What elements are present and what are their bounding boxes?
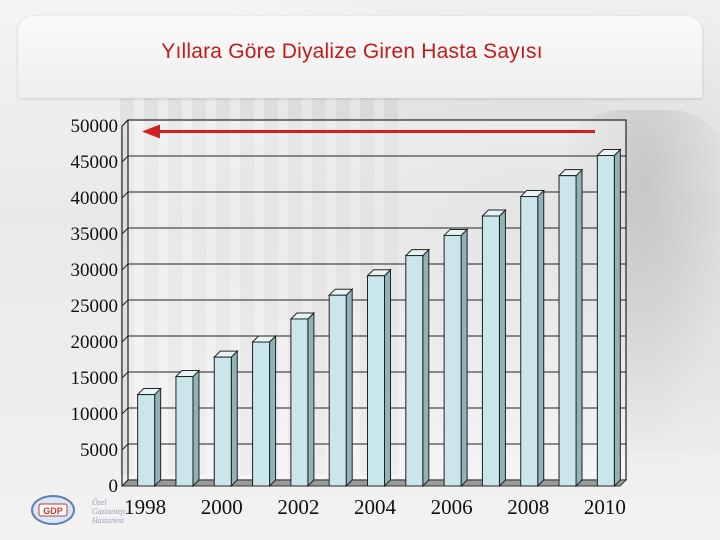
- bar-2004: [366, 268, 392, 488]
- gridline-side: [121, 335, 129, 343]
- x-tick-label: 1998: [124, 495, 166, 519]
- person-image: [560, 110, 720, 450]
- x-tick-label: 2008: [507, 495, 549, 519]
- y-tick-label: 10000: [71, 404, 119, 425]
- bar-2008: [519, 189, 545, 488]
- y-tick-label: 15000: [71, 368, 119, 389]
- bar-1998: [136, 387, 162, 488]
- bar-2006: [442, 228, 469, 488]
- x-tick-label: 2000: [201, 495, 243, 519]
- x-tick-label: 2004: [354, 495, 397, 519]
- arrow-head: [142, 124, 160, 139]
- logo-caption-line: Özel: [92, 498, 107, 507]
- bar-side: [422, 248, 430, 488]
- bar-front: [596, 155, 615, 487]
- bar-front: [405, 255, 424, 487]
- y-tick-label: 30000: [71, 260, 119, 281]
- gridline-side: [121, 443, 129, 451]
- bar-2007: [481, 208, 507, 488]
- bar-side: [230, 349, 238, 488]
- gridline-side: [121, 227, 129, 235]
- logo-mark: GDP: [43, 506, 63, 516]
- trend-arrow: [142, 124, 595, 139]
- gridline-side: [121, 263, 129, 271]
- bar-side: [154, 387, 162, 488]
- bar-2001: [251, 334, 277, 488]
- bar-side: [460, 228, 468, 488]
- gridline-side: [121, 371, 129, 379]
- bar-2003: [327, 287, 354, 488]
- bar-front: [481, 215, 500, 487]
- gridline-side: [121, 407, 129, 415]
- y-tick-label: 20000: [71, 332, 119, 353]
- bar-2010: [596, 148, 622, 488]
- bar-side: [269, 334, 277, 488]
- logo-caption: Özel Gaziantep Hastanesi: [92, 498, 187, 525]
- bar-side: [384, 268, 391, 488]
- bar-front: [137, 394, 156, 487]
- slide-title: Yıllara Göre Diyalize Giren Hasta Sayısı: [161, 40, 543, 63]
- bar-front: [367, 275, 385, 487]
- bar-front: [328, 294, 347, 487]
- x-axis-ticks: 1998 2000 2002 2004 2006 2008 2010: [124, 495, 626, 519]
- bar-front: [520, 196, 539, 487]
- bar-front: [558, 175, 577, 487]
- bar-side: [498, 208, 506, 488]
- x-tick-label: 2006: [431, 495, 473, 519]
- y-tick-label: 25000: [71, 296, 119, 317]
- bar-2005: [404, 248, 431, 488]
- bar-front: [175, 376, 194, 487]
- bar-side: [192, 369, 200, 488]
- gridline-side: [121, 155, 129, 163]
- bar-side: [307, 311, 315, 488]
- bar-side: [537, 189, 545, 488]
- bar-side: [613, 148, 621, 488]
- hospital-logo-icon: GDP: [31, 495, 75, 525]
- x-tick-label: 2002: [277, 495, 319, 519]
- bar-2002: [289, 311, 316, 488]
- y-tick-label: 5000: [80, 440, 118, 461]
- bar-2000: [213, 349, 239, 488]
- bar-side: [575, 168, 583, 488]
- title-banner: [18, 16, 702, 98]
- bar-2009: [557, 168, 584, 488]
- gridline-side: [121, 479, 129, 487]
- y-tick-label: 50000: [71, 116, 119, 137]
- bar-front: [443, 234, 462, 487]
- bar-front: [290, 318, 309, 487]
- y-axis-ticks: 0 5000 10000 15000 20000 25000 30000 35000 40000…: [71, 116, 119, 497]
- y-tick-label: 40000: [71, 188, 119, 209]
- logo-caption-line: Hastanesi: [92, 516, 124, 525]
- logo-caption-line: Gaziantep: [92, 507, 125, 516]
- y-tick-label: 45000: [71, 152, 119, 173]
- gridline-side: [121, 119, 129, 127]
- gridline-side: [121, 299, 129, 307]
- bar-front: [213, 356, 232, 487]
- y-tick-label: 35000: [71, 224, 119, 245]
- bar-front: [252, 341, 271, 487]
- chart-bars: [136, 148, 622, 488]
- bar-side: [345, 287, 353, 488]
- y-tick-label: 0: [109, 476, 119, 497]
- gridline-side: [121, 191, 129, 199]
- x-tick-label: 2010: [584, 495, 626, 519]
- bar-1999: [174, 369, 201, 488]
